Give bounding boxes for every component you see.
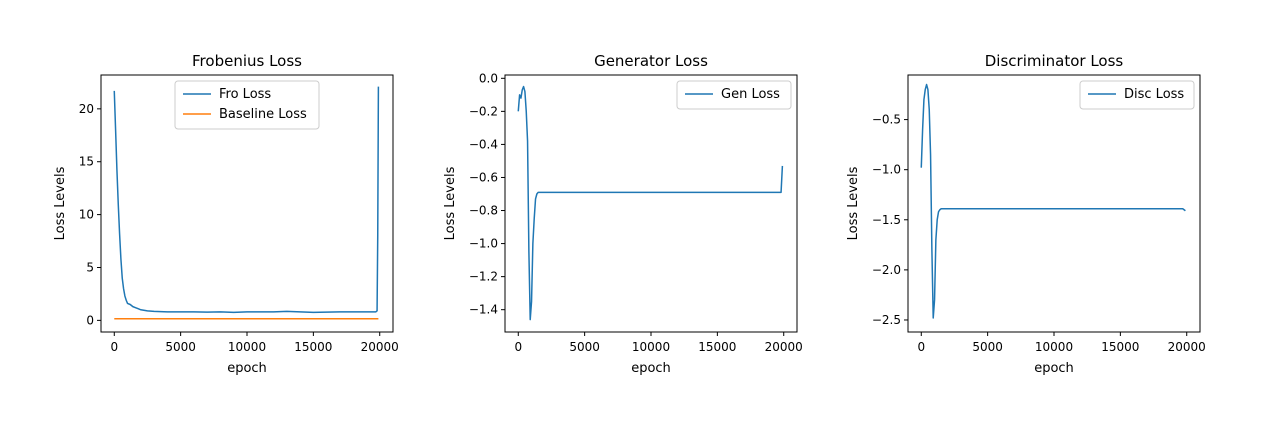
y-tick-label-frobenius: 20 — [79, 102, 94, 116]
x-tick-label-discriminator: 15000 — [1101, 340, 1139, 354]
y-tick-label-generator: −0.6 — [469, 170, 498, 184]
legend-label-frobenius-0: Fro Loss — [219, 87, 271, 102]
legend-box-generator — [676, 80, 792, 110]
legend-frobenius: Fro Loss Baseline Loss — [174, 80, 320, 130]
x-tick-label-discriminator: 20000 — [1168, 340, 1206, 354]
legend-box-frobenius — [174, 80, 320, 130]
chart-title-discriminator: Discriminator Loss — [985, 52, 1124, 70]
y-tick-label-discriminator: −2.5 — [872, 313, 901, 327]
y-axis-label-generator: Loss Levels — [443, 166, 458, 240]
x-tick-label-generator: 15000 — [698, 340, 736, 354]
y-tick-label-frobenius: 10 — [79, 208, 94, 222]
legend-generator: Gen Loss — [676, 80, 792, 110]
y-tick-label-discriminator: −2.0 — [872, 263, 901, 277]
series-line-frobenius-0 — [113, 86, 380, 314]
y-axis-label-frobenius: Loss Levels — [53, 166, 68, 240]
y-tick-label-generator: −1.0 — [469, 237, 498, 251]
series-line-generator-0 — [517, 85, 784, 321]
legend-label-discriminator-0: Disc Loss — [1124, 87, 1184, 102]
y-tick-label-frobenius: 5 — [86, 260, 94, 274]
y-tick-label-generator: −0.8 — [469, 204, 498, 218]
y-tick-label-frobenius: 15 — [79, 155, 94, 169]
series-line-discriminator-0 — [920, 83, 1186, 319]
x-tick-label-generator: 0 — [514, 340, 522, 354]
y-tick-label-discriminator: −1.0 — [872, 163, 901, 177]
y-tick-label-generator: −1.4 — [469, 303, 498, 317]
chart-title-generator: Generator Loss — [594, 52, 708, 70]
x-tick-label-frobenius: 5000 — [165, 340, 196, 354]
chart-discriminator: 0 5000 10000 15000 20000 −0.5 −1.0 −1.5 −2.0 −2.5… — [846, 52, 1206, 376]
y-tick-label-frobenius: 0 — [86, 313, 94, 327]
y-tick-label-discriminator: −0.5 — [872, 113, 901, 127]
x-tick-label-generator: 5000 — [569, 340, 600, 354]
chart-title-frobenius: Frobenius Loss — [192, 52, 302, 70]
x-axis-label-generator: epoch — [631, 361, 671, 376]
y-tick-label-generator: 0.0 — [479, 71, 498, 85]
legend-label-generator-0: Gen Loss — [721, 87, 780, 102]
legend-discriminator: Disc Loss — [1079, 80, 1195, 110]
legend-box-discriminator — [1079, 80, 1195, 110]
chart-generator: 0 5000 10000 15000 20000 0.0 −0.2 −0.4 −0.6 −0.8 −… — [443, 52, 803, 376]
y-tick-label-generator: −0.2 — [469, 104, 498, 118]
x-tick-label-generator: 10000 — [632, 340, 670, 354]
x-tick-label-frobenius: 15000 — [294, 340, 332, 354]
x-tick-label-frobenius: 10000 — [228, 340, 266, 354]
axes-frame-discriminator — [907, 74, 1201, 333]
y-axis-label-discriminator: Loss Levels — [846, 166, 861, 240]
x-tick-label-frobenius: 0 — [110, 340, 118, 354]
chart-frobenius: 0 5000 10000 15000 20000 0 5 10 15 20 Frobenius Lo… — [53, 52, 399, 376]
x-tick-label-discriminator: 0 — [917, 340, 925, 354]
y-tick-label-generator: −1.2 — [469, 270, 498, 284]
x-tick-label-generator: 20000 — [765, 340, 803, 354]
x-tick-label-discriminator: 10000 — [1035, 340, 1073, 354]
y-tick-label-discriminator: −1.5 — [872, 213, 901, 227]
x-axis-label-frobenius: epoch — [227, 361, 267, 376]
legend-label-frobenius-1: Baseline Loss — [219, 107, 307, 122]
x-axis-label-discriminator: epoch — [1034, 361, 1074, 376]
y-tick-label-generator: −0.4 — [469, 137, 498, 151]
axes-frame-generator — [504, 74, 798, 333]
x-tick-label-discriminator: 5000 — [972, 340, 1003, 354]
x-tick-label-frobenius: 20000 — [361, 340, 399, 354]
